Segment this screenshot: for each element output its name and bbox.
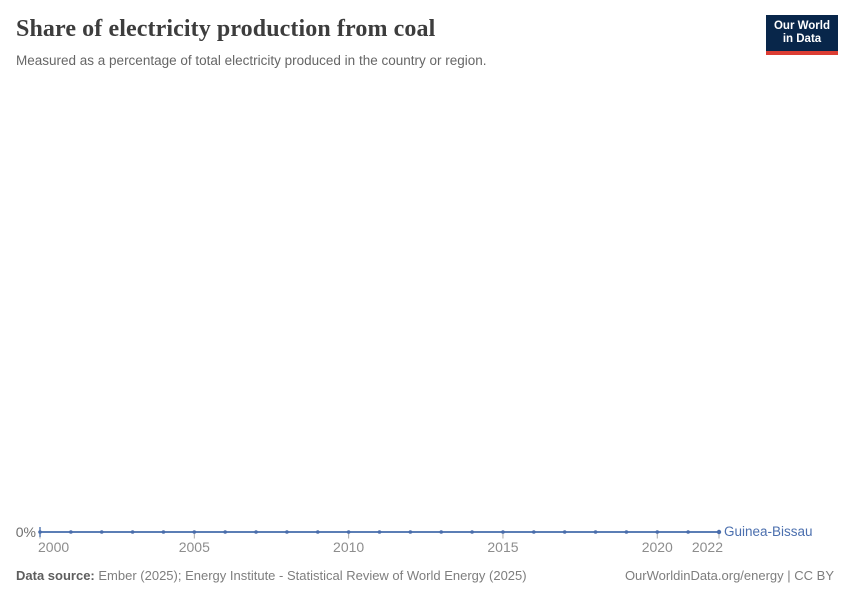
x-tick-label: 2015 bbox=[487, 539, 519, 555]
entity-label[interactable]: Guinea-Bissau bbox=[724, 524, 813, 539]
x-tick-label: 2022 bbox=[691, 539, 723, 555]
owid-logo-line1: Our World bbox=[773, 20, 830, 32]
x-tick-label: 2000 bbox=[38, 539, 70, 555]
x-tick-label: 2010 bbox=[333, 539, 365, 555]
x-tick-label: 2020 bbox=[641, 539, 673, 555]
chart-footer: Data source: Ember (2025); Energy Instit… bbox=[16, 568, 834, 584]
chart-subtitle: Measured as a percentage of total electr… bbox=[16, 53, 487, 68]
x-tick-label: 2005 bbox=[178, 539, 210, 555]
data-source-label: Data source: bbox=[16, 568, 95, 583]
y-axis-tick-label: 0% bbox=[15, 524, 36, 540]
data-source-note: Data source: Ember (2025); Energy Instit… bbox=[16, 568, 527, 584]
owid-logo-line2: in Data bbox=[782, 33, 822, 45]
license-link[interactable]: OurWorldinData.org/energy | CC BY bbox=[624, 568, 834, 583]
data-source-text: Ember (2025); Energy Institute - Statist… bbox=[98, 568, 527, 583]
owid-logo: Our World in Data bbox=[766, 15, 838, 55]
chart-title: Share of electricity production from coa… bbox=[16, 16, 436, 42]
